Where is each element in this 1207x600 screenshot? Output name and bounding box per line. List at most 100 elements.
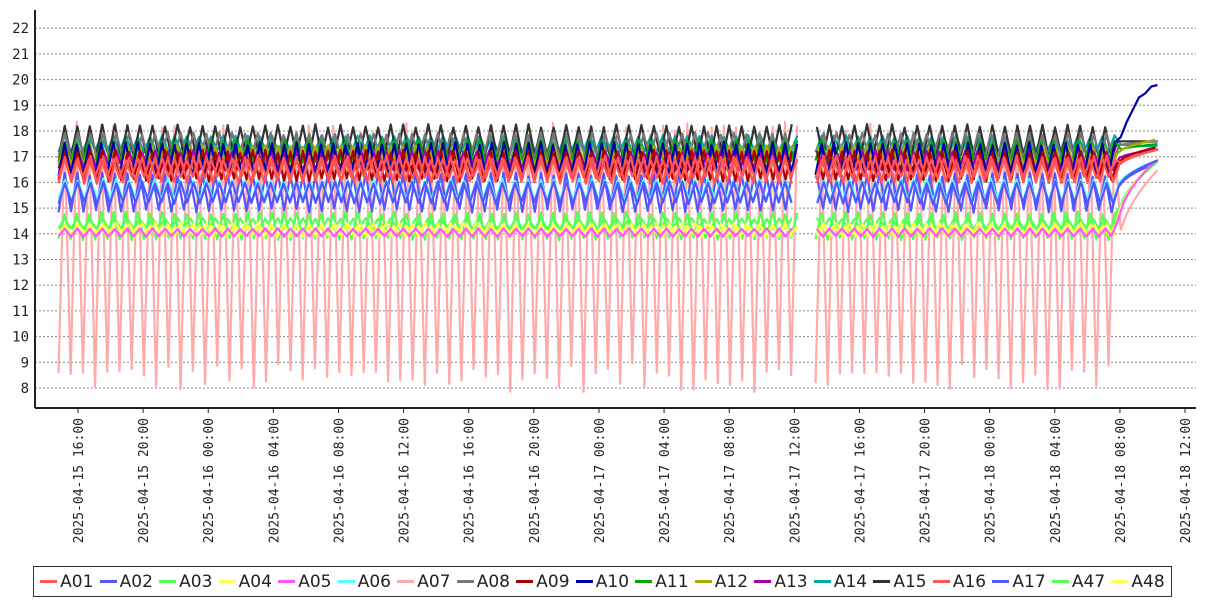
legend-item: A16 — [932, 571, 987, 592]
y-tick-label: 18 — [12, 124, 29, 140]
y-tick-label: 13 — [12, 253, 29, 269]
x-tick-label: 2025-04-15 16:00 — [72, 418, 87, 543]
x-tick-label: 2025-04-18 04:00 — [1049, 418, 1064, 543]
y-tick-labels: 8 9 10 11 12 13 14 15 16 17 18 19 20 21 22 — [12, 21, 29, 397]
legend-label: A15 — [893, 571, 927, 592]
series-line — [57, 171, 793, 214]
x-tick-labels: 2025-04-15 16:00 2025-04-15 20:00 2025-04-… — [72, 408, 1194, 543]
y-tick-label: 12 — [12, 278, 29, 294]
series-line — [816, 160, 1157, 238]
x-tick-label: 2025-04-17 20:00 — [919, 418, 934, 543]
y-tick-label: 21 — [12, 47, 29, 63]
legend-item: A14 — [813, 571, 868, 592]
legend-item: A13 — [754, 571, 808, 592]
y-tick-label: 15 — [12, 201, 29, 217]
legend-item: A07 — [397, 572, 450, 592]
x-tick-label: 2025-04-16 16:00 — [463, 418, 478, 543]
legend-label: A02 — [119, 571, 153, 592]
legend-label: A09 — [536, 571, 570, 592]
y-tick-label: 19 — [12, 98, 29, 114]
y-tick-label: 17 — [12, 150, 29, 166]
x-tick-label: 2025-04-16 04:00 — [267, 418, 282, 543]
legend-label: A47 — [1071, 571, 1106, 592]
legend-item: A48 — [1111, 571, 1165, 592]
legend-swatch — [992, 580, 1010, 583]
legend-label: A16 — [952, 571, 987, 592]
y-tick-label: 22 — [12, 21, 29, 37]
x-tick-label: 2025-04-16 12:00 — [398, 418, 413, 543]
legend-swatch — [397, 580, 415, 583]
series-line — [57, 148, 793, 183]
series-line — [57, 157, 799, 180]
x-tick-label: 2025-04-16 20:00 — [528, 418, 543, 543]
legend-label: A11 — [655, 571, 689, 592]
legend-label: A17 — [1012, 571, 1046, 592]
x-tick-label: 2025-04-18 12:00 — [1179, 418, 1194, 543]
legend-item: A05 — [278, 572, 331, 592]
legend-swatch — [873, 580, 891, 583]
series-line — [57, 154, 793, 185]
legend-label: A13 — [774, 571, 808, 592]
series-line — [57, 122, 793, 160]
y-tick-label: 16 — [12, 175, 29, 191]
legend-swatch — [516, 580, 534, 583]
legend-swatch — [337, 580, 355, 583]
x-tick-label: 2025-04-17 16:00 — [853, 418, 868, 543]
legend-label: A48 — [1131, 571, 1165, 592]
series-line — [816, 159, 1159, 206]
y-tick-label: 9 — [21, 355, 29, 371]
x-tick-label: 2025-04-16 08:00 — [332, 418, 347, 543]
legend-swatch — [99, 580, 117, 583]
legend-label: A06 — [357, 571, 391, 592]
legend-label: A07 — [417, 571, 451, 592]
y-tick-label: 14 — [12, 227, 29, 243]
series-line — [57, 221, 793, 239]
x-tick-label: 2025-04-17 04:00 — [658, 418, 673, 543]
y-tick-label: 11 — [12, 304, 29, 320]
legend-item: A03 — [159, 572, 212, 592]
legend-swatch — [278, 580, 296, 583]
y-tick-label: 10 — [12, 330, 29, 346]
legend: A01 A02 A03 A04 A05 A06 A07 A08 A09 A10 A11 A12 A13 A… — [33, 566, 1172, 597]
legend-swatch — [1111, 580, 1129, 583]
legend-label: A04 — [238, 571, 272, 592]
y-tick-label: 20 — [12, 73, 29, 89]
x-tick-label: 2025-04-18 00:00 — [984, 418, 999, 543]
series-line — [57, 227, 793, 238]
legend-label: A05 — [298, 571, 332, 592]
legend-swatch — [1051, 580, 1069, 583]
series-line — [814, 158, 1159, 236]
legend-item: A02 — [99, 571, 153, 592]
series-line — [57, 180, 793, 206]
legend-swatch — [932, 580, 950, 583]
legend-swatch — [694, 580, 712, 583]
legend-item: A11 — [635, 571, 689, 592]
legend-swatch — [218, 580, 236, 583]
legend-swatch — [635, 580, 653, 583]
series-layer — [57, 83, 1159, 394]
x-tick-label: 2025-04-17 00:00 — [593, 418, 608, 543]
x-tick-label: 2025-04-16 00:00 — [202, 418, 217, 543]
legend-label: A01 — [60, 571, 94, 592]
legend-item: A17 — [992, 571, 1046, 592]
legend-item: A09 — [516, 571, 570, 592]
legend-label: A08 — [476, 571, 510, 592]
series-line — [816, 148, 1159, 185]
legend-item: A08 — [456, 571, 510, 592]
line-chart: 8 9 10 11 12 13 14 15 16 17 18 19 20 21 22 2025-04-15 … — [12, 10, 1196, 543]
legend-item: A01 — [40, 572, 93, 592]
legend-item: A12 — [694, 571, 749, 592]
legend-label: A14 — [833, 571, 868, 592]
series-line — [57, 130, 793, 162]
legend-item: A47 — [1051, 571, 1106, 592]
legend-swatch — [456, 580, 474, 583]
legend-label: A12 — [714, 571, 749, 592]
series-line — [814, 148, 1158, 180]
legend-swatch — [159, 580, 177, 583]
legend-swatch — [40, 580, 58, 583]
series-line — [814, 160, 1159, 242]
legend-item: A06 — [337, 571, 391, 592]
legend-swatch — [813, 580, 831, 583]
legend-swatch — [754, 580, 772, 583]
legend-item: A15 — [873, 571, 927, 592]
